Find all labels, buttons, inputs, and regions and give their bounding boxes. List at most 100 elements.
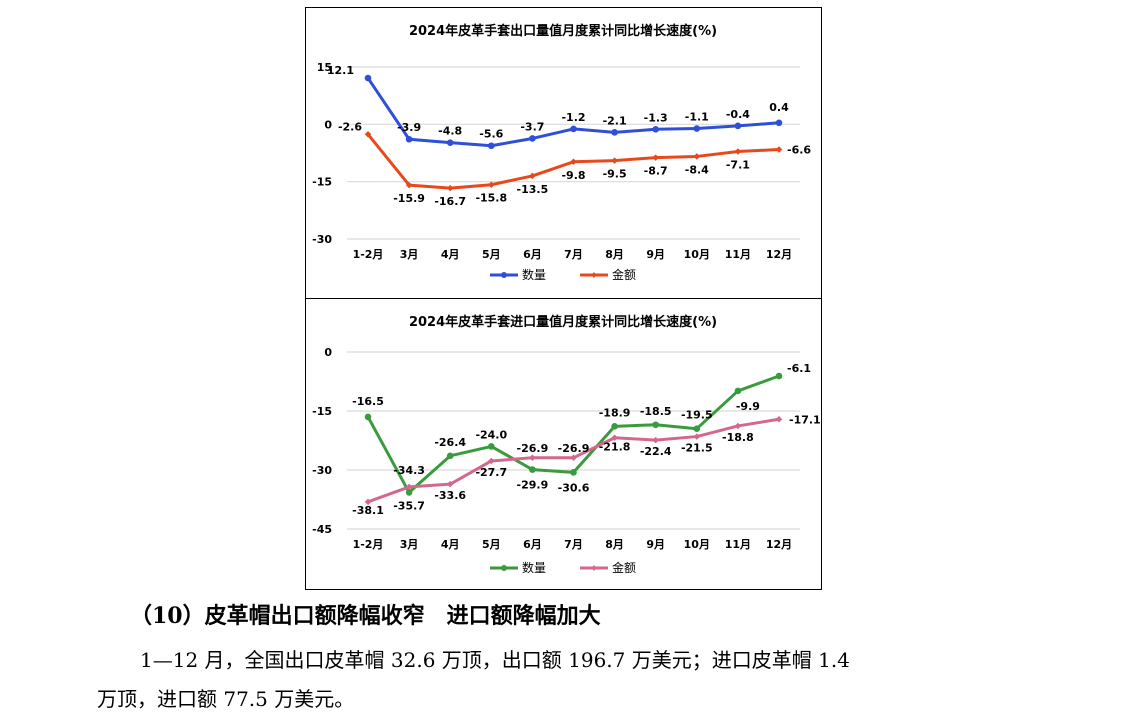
x-tick-label: 9月: [646, 248, 665, 261]
data-point: [775, 416, 783, 423]
data-point: [405, 489, 413, 496]
data-point: [652, 436, 659, 444]
chart-title: 2024年皮革手套进口量值月度累计同比增长速度(%): [409, 314, 717, 330]
data-label: -9.9: [736, 400, 760, 413]
y-tick-label: 0: [324, 118, 332, 131]
y-tick-label: 15: [317, 61, 332, 74]
data-point: [488, 457, 495, 465]
data-point: [611, 129, 618, 136]
data-point: [446, 139, 454, 146]
data-label: -8.7: [644, 165, 668, 178]
data-label: -21.5: [681, 442, 713, 455]
data-label: -4.8: [438, 125, 462, 138]
data-point: [734, 148, 742, 155]
legend-marker: [591, 565, 597, 571]
data-point: [775, 372, 783, 380]
y-tick-label: -30: [312, 233, 332, 246]
data-label: -2.1: [603, 114, 627, 127]
data-point: [364, 498, 372, 506]
data-label: -1.3: [644, 111, 668, 124]
data-point: [570, 469, 577, 476]
paragraph-line-2: 万顶，进口额 77.5 万美元。: [97, 687, 355, 711]
data-label: -3.9: [397, 121, 421, 134]
data-point: [693, 425, 701, 432]
data-label: -26.9: [558, 442, 590, 455]
import-growth-chart: 2024年皮革手套进口量值月度累计同比增长速度(%) 0 -15 -30 -45 1-2月…: [312, 314, 821, 575]
data-label: -21.8: [599, 441, 631, 454]
x-tick-label: 8月: [605, 248, 624, 261]
data-point: [611, 157, 618, 164]
x-tick-label: 1-2月: [353, 538, 384, 551]
data-point: [652, 126, 659, 133]
data-label: -1.1: [685, 111, 709, 124]
x-tick-label: 10月: [684, 538, 710, 551]
chart-title: 2024年皮革手套出口量值月度累计同比增长速度(%): [409, 23, 717, 39]
data-point: [652, 421, 659, 429]
data-point: [734, 387, 742, 395]
data-label: -15.8: [475, 192, 507, 205]
data-label: -26.9: [517, 442, 549, 455]
data-label: -8.4: [685, 163, 709, 176]
data-label: -18.5: [640, 405, 672, 418]
data-point: [364, 131, 372, 138]
data-point: [529, 135, 536, 142]
data-point: [611, 423, 618, 430]
y-tick-label: -15: [312, 176, 332, 189]
x-tick-label: 12月: [766, 538, 792, 551]
x-tick-label: 8月: [605, 538, 624, 551]
data-label: -2.6: [338, 120, 362, 133]
data-label: -22.4: [640, 445, 672, 458]
data-point: [652, 154, 659, 161]
data-point: [488, 142, 495, 150]
data-label: -38.1: [352, 504, 384, 517]
data-label: 0.4: [769, 101, 789, 114]
x-tick-label: 9月: [646, 538, 665, 551]
data-label: -15.9: [393, 192, 425, 205]
data-label: -18.8: [722, 431, 754, 444]
y-tick-label: 0: [324, 346, 332, 359]
data-label: -16.7: [434, 195, 466, 208]
x-tick-label: 1-2月: [353, 248, 384, 261]
data-label: -9.8: [561, 169, 585, 182]
data-point: [529, 466, 536, 473]
data-label: -3.7: [520, 120, 544, 133]
x-tick-label: 5月: [482, 538, 501, 551]
data-label: -26.4: [434, 436, 466, 449]
x-tick-label: 4月: [441, 538, 460, 551]
x-tick-label: 3月: [400, 538, 419, 551]
data-point: [611, 434, 618, 441]
data-label: -17.1: [789, 413, 821, 426]
data-label: -30.6: [558, 481, 590, 494]
data-point: [364, 74, 372, 82]
data-point: [488, 181, 495, 188]
data-label: -7.1: [726, 158, 750, 171]
data-point: [693, 153, 701, 160]
y-tick-label: -30: [312, 464, 332, 477]
data-point: [734, 122, 742, 130]
x-tick-label: 6月: [523, 538, 542, 551]
data-point: [775, 119, 783, 127]
data-point: [446, 184, 454, 192]
x-tick-label: 7月: [564, 538, 583, 551]
data-label: -6.1: [787, 362, 811, 375]
data-label: -27.7: [475, 466, 507, 479]
data-point: [570, 158, 577, 166]
data-point: [364, 413, 372, 421]
y-tick-label: -45: [312, 523, 332, 536]
export-growth-chart: 2024年皮革手套出口量值月度累计同比增长速度(%) 15 0 -15 -30 1-2月 3…: [312, 23, 811, 282]
x-tick-label: 4月: [441, 248, 460, 261]
y-tick-label: -15: [312, 405, 332, 418]
x-tick-label: 7月: [564, 248, 583, 261]
legend-marker: [591, 272, 597, 278]
data-label: -1.2: [561, 111, 585, 124]
x-tick-label: 11月: [725, 248, 751, 261]
data-label: -16.5: [352, 395, 384, 408]
data-label: 12.1: [327, 64, 354, 77]
data-label: -24.0: [475, 428, 507, 441]
data-label: -33.6: [434, 489, 466, 502]
data-label: -29.9: [517, 479, 549, 492]
data-point: [529, 454, 536, 462]
data-label: -6.6: [787, 144, 811, 157]
x-tick-label: 10月: [684, 248, 710, 261]
x-tick-label: 5月: [482, 248, 501, 261]
